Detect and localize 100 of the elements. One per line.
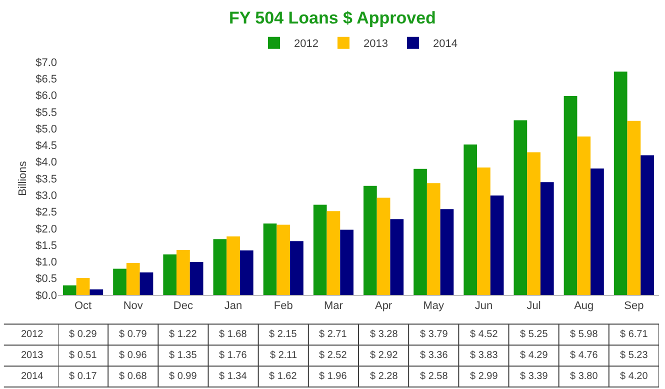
x-tick-label: Oct	[74, 300, 92, 312]
bar	[590, 168, 604, 295]
data-label: $ 6.71	[620, 329, 648, 340]
bar	[376, 198, 390, 295]
data-label: $ 2.15	[269, 329, 298, 340]
y-axis-title: Billions	[17, 160, 30, 196]
x-tick-label: Aug	[574, 300, 594, 312]
bar	[564, 96, 578, 295]
bar	[163, 254, 177, 295]
x-tick-label: Jun	[474, 300, 493, 312]
y-tick-label: $0.5	[36, 273, 57, 286]
legend-label: 2012	[294, 38, 318, 50]
bar	[540, 182, 554, 295]
y-tick-label: $1.0	[36, 256, 57, 269]
bar	[640, 155, 654, 295]
bar	[213, 239, 227, 295]
data-label: $ 1.34	[219, 371, 248, 382]
data-label: $ 4.20	[620, 371, 648, 382]
data-label: $ 2.92	[370, 350, 398, 361]
data-label: $ 1.76	[219, 350, 248, 361]
y-tick-label: $4.0	[36, 156, 57, 169]
bar	[76, 278, 90, 295]
data-label: $ 2.28	[370, 371, 398, 382]
data-label: $ 0.68	[119, 371, 148, 382]
data-label: $ 2.71	[319, 329, 348, 340]
x-tick-label: Mar	[324, 300, 344, 312]
bar	[263, 223, 277, 295]
y-tick-label: $5.0	[36, 123, 57, 136]
data-label: $ 3.39	[520, 371, 548, 382]
data-label: $ 5.23	[620, 350, 648, 361]
y-tick-label: $0.0	[36, 290, 57, 302]
y-tick-label: $7.0	[36, 56, 57, 69]
text: 2013	[21, 350, 44, 361]
data-label: $ 1.62	[269, 371, 298, 382]
data-label: $ 5.98	[570, 329, 598, 340]
data-label: $ 1.35	[169, 350, 198, 361]
text: 2014	[21, 371, 44, 382]
data-label: $ 2.11	[270, 350, 298, 361]
data-label: $ 3.79	[420, 329, 448, 340]
x-tick-label: Jul	[526, 300, 541, 312]
bar	[440, 209, 454, 295]
bar	[63, 285, 76, 295]
bar	[477, 168, 490, 295]
data-label: $ 5.25	[520, 329, 548, 340]
data-label: $ 4.76	[570, 350, 598, 361]
data-label: $ 2.99	[470, 371, 498, 382]
y-tick-label: $3.0	[36, 190, 57, 202]
data-label: $ 0.99	[169, 371, 198, 382]
bar	[426, 183, 440, 295]
text: 2012	[21, 329, 44, 340]
x-tick-label: Sep	[624, 300, 644, 312]
data-label: $ 3.36	[420, 350, 448, 361]
bar	[614, 72, 628, 295]
y-tick-label: $5.5	[36, 106, 57, 119]
bar	[190, 262, 204, 295]
y-tick-label: $3.5	[36, 173, 57, 186]
data-label: $ 0.96	[119, 350, 148, 361]
bar	[414, 168, 427, 295]
data-label: $ 3.80	[570, 371, 598, 382]
bar	[226, 236, 240, 295]
bar	[176, 250, 190, 295]
y-tick-label: $6.0	[36, 90, 57, 102]
data-label: $ 2.52	[319, 350, 348, 361]
bar	[126, 263, 140, 295]
data-label: $ 4.29	[520, 350, 548, 361]
y-tick-label: $4.5	[36, 140, 57, 152]
bar	[313, 204, 327, 295]
y-tick-label: $6.5	[36, 73, 57, 86]
bar	[326, 211, 340, 295]
data-label: $ 1.96	[319, 371, 348, 382]
data-label: $ 0.51	[69, 350, 98, 361]
x-tick-label: May	[423, 300, 445, 312]
legend-label: 2013	[363, 38, 388, 50]
bar	[290, 241, 304, 295]
x-tick-label: Dec	[173, 300, 194, 312]
bar	[527, 152, 540, 295]
bar	[464, 144, 478, 295]
bar	[340, 230, 354, 295]
bar	[490, 195, 504, 295]
y-tick-label: $1.5	[36, 240, 57, 252]
data-label: $ 2.58	[420, 371, 448, 382]
bar	[240, 250, 254, 295]
y-tick-label: $2.5	[36, 206, 57, 219]
data-label: $ 4.52	[470, 329, 498, 340]
y-tick-label: $2.0	[36, 223, 57, 236]
data-label: $ 1.22	[169, 329, 198, 340]
bar	[90, 289, 104, 295]
bar	[140, 272, 154, 295]
bar	[390, 219, 404, 295]
x-tick-label: Nov	[123, 300, 144, 312]
x-tick-label: Feb	[274, 300, 293, 312]
bar	[627, 120, 641, 295]
bar	[364, 186, 377, 295]
x-tick-label: Jan	[224, 300, 242, 312]
bar	[514, 120, 528, 295]
bar	[113, 268, 126, 295]
data-label: $ 0.17	[69, 371, 98, 382]
chart-title: FY 504 Loans $ Approved	[229, 8, 436, 28]
data-label: $ 3.83	[470, 350, 498, 361]
bar	[276, 224, 290, 295]
